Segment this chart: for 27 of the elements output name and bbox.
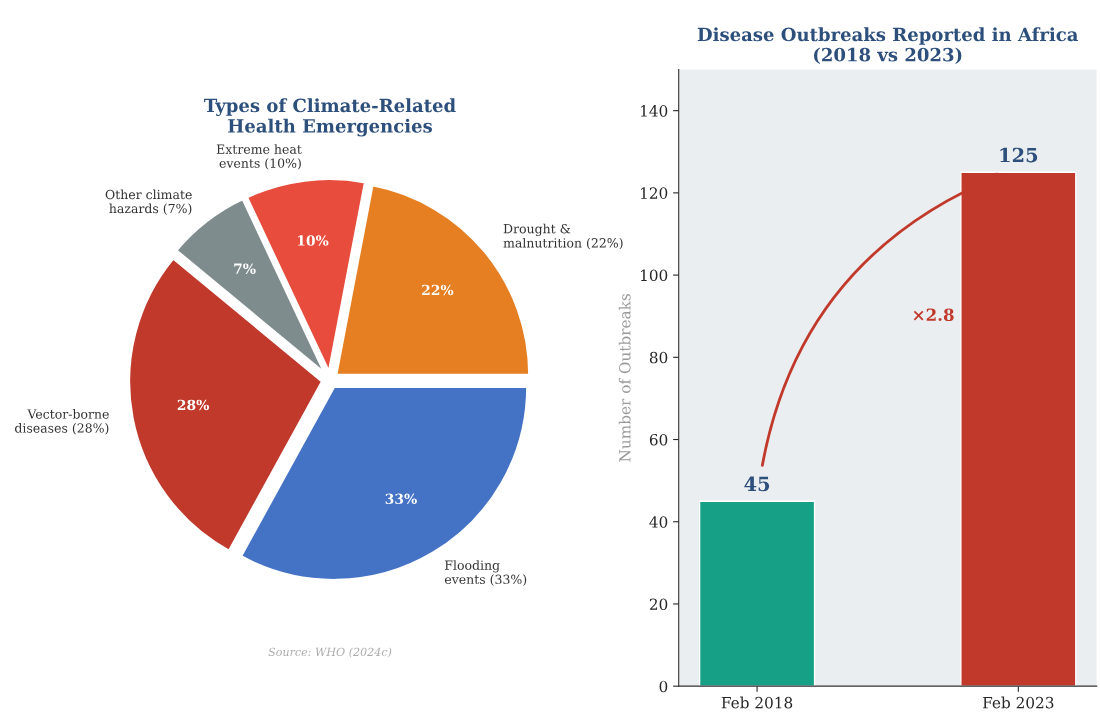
y-tick-label: 0 (659, 680, 668, 693)
data-label: 22% (422, 284, 454, 296)
y-tick-label: 100 (640, 269, 668, 282)
slice-label: Drought & malnutrition (22%) (503, 223, 623, 250)
slice-label: Extreme heat events (10%) (216, 144, 302, 170)
y-tick-label: 20 (649, 598, 668, 610)
y-tick-label: 120 (640, 187, 668, 199)
y-tick-label: 80 (649, 351, 668, 364)
slice-label: Flooding events (33%) (444, 560, 527, 586)
x-tick-label: Feb 2023 (983, 696, 1054, 709)
y-tick-label: 60 (649, 433, 668, 446)
data-label: 45 (744, 476, 770, 492)
data-label: 28% (177, 399, 209, 411)
annotation: ×2.8 (913, 308, 954, 322)
chart-title: Types of Climate-Related Health Emergencies (204, 98, 456, 137)
chart-title: Disease Outbreaks Reported in Africa (2018 vs 2023) (697, 27, 1079, 65)
y-tick-label: 40 (649, 516, 668, 528)
source-note: Source: WHO (2024c) (268, 647, 392, 658)
y-tick-label: 140 (640, 105, 668, 117)
data-label: 33% (385, 493, 417, 505)
data-label: 125 (1000, 147, 1038, 163)
data-label: 7% (234, 263, 256, 274)
y-axis-title: Number of Outbreaks (618, 294, 631, 462)
data-label: 10% (297, 235, 329, 246)
x-tick-label: Feb 2018 (721, 696, 793, 709)
slice-label: Vector-borne diseases (28%) (15, 409, 109, 435)
slice-label: Other climate hazards (7%) (105, 189, 192, 215)
